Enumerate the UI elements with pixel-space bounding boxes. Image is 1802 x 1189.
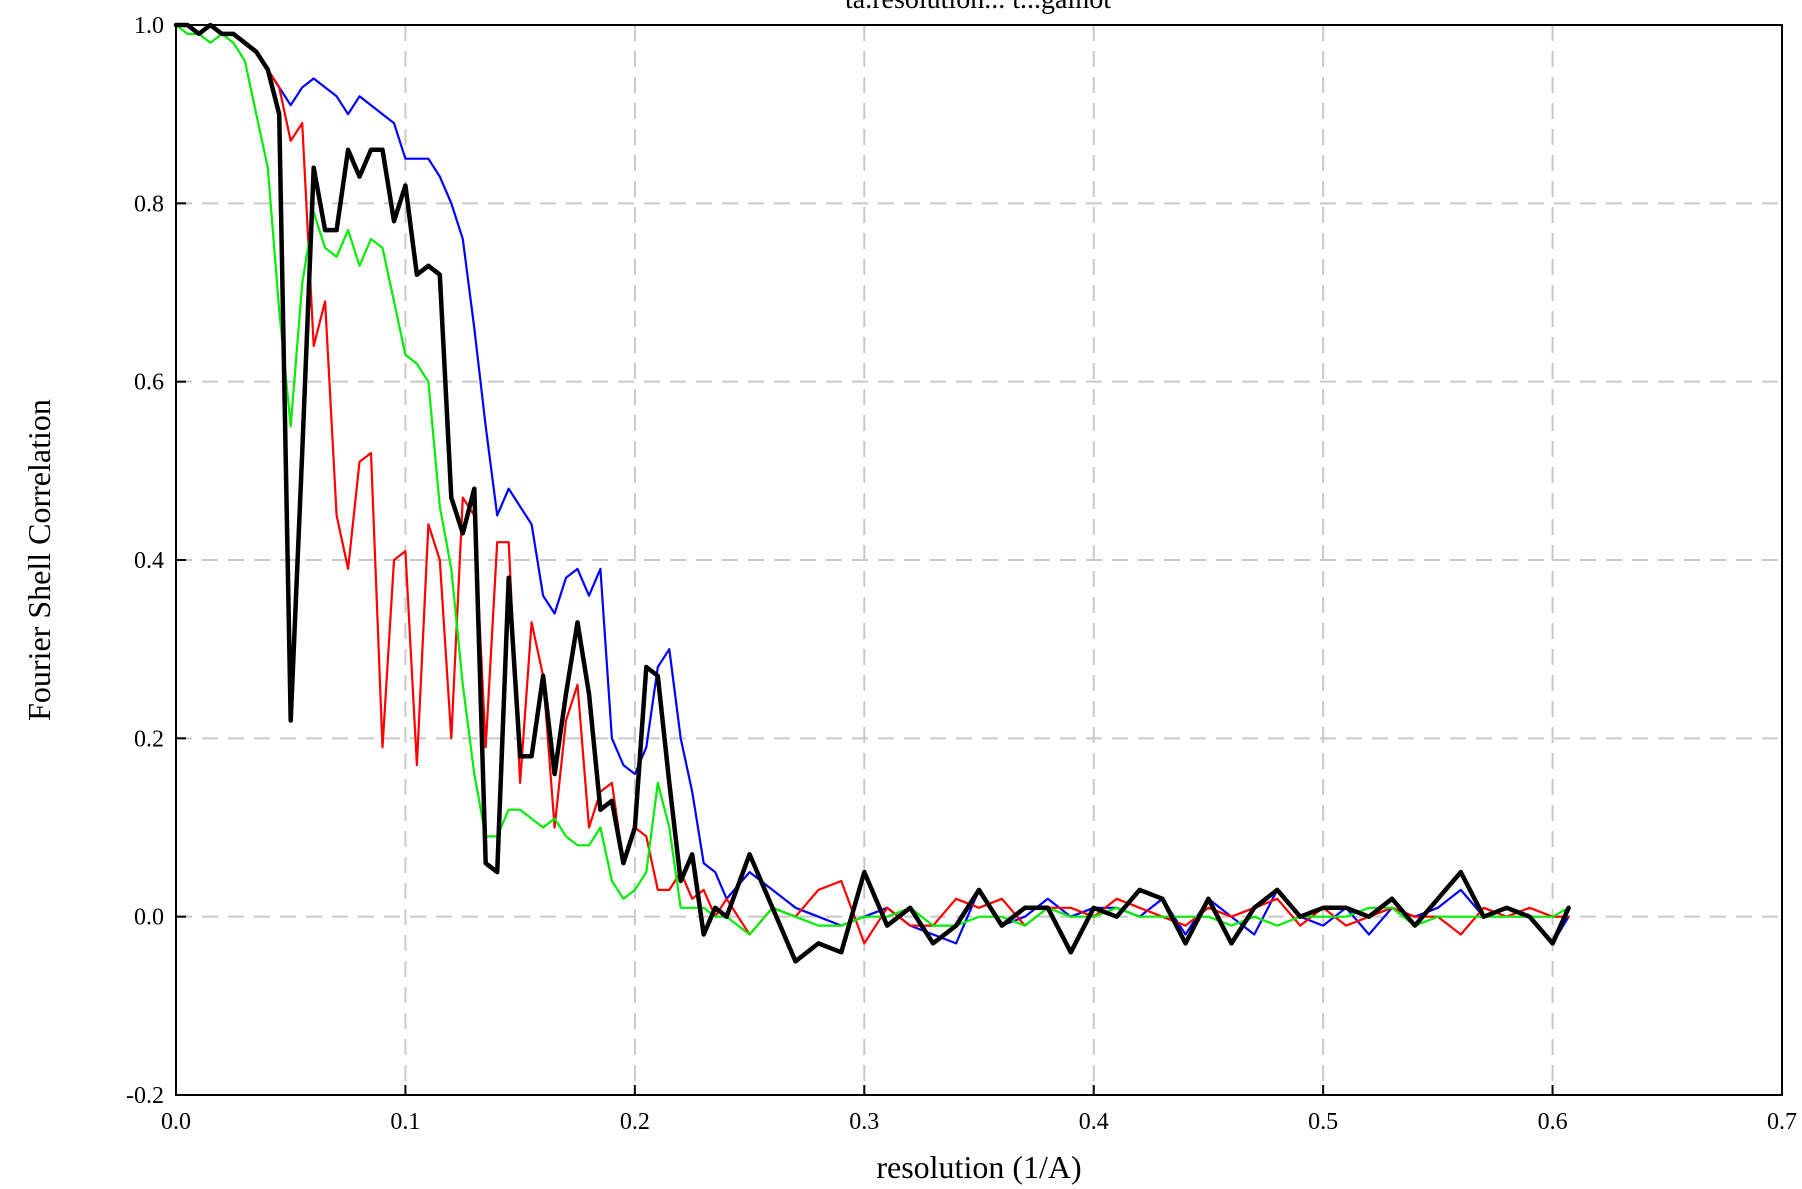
x-tick-label: 0.0 bbox=[161, 1109, 191, 1135]
series-line-0 bbox=[174, 23, 1570, 945]
x-tick-label: 0.3 bbox=[849, 1109, 879, 1135]
y-tick-label: 1.0 bbox=[134, 13, 164, 39]
x-tick-label: 0.5 bbox=[1308, 1109, 1338, 1135]
x-tick-label: 0.6 bbox=[1538, 1109, 1568, 1135]
x-tick-label: 0.7 bbox=[1767, 1109, 1797, 1135]
series-line-2 bbox=[174, 23, 1570, 936]
y-tick-label: -0.2 bbox=[126, 1083, 164, 1109]
x-axis-title: resolution (1/A) bbox=[876, 1149, 1081, 1185]
x-tick-label: 0.2 bbox=[620, 1109, 650, 1135]
chart-title: ta.resolution... t...galnot bbox=[845, 0, 1111, 15]
series-line-1 bbox=[174, 23, 1570, 945]
y-tick-label: 0.0 bbox=[134, 905, 164, 931]
y-tick-label: 0.2 bbox=[134, 726, 164, 752]
series-lines bbox=[173, 22, 1571, 964]
y-axis-title: Fourier Shell Correlation bbox=[21, 399, 57, 721]
y-tick-label: 0.4 bbox=[134, 548, 164, 574]
y-tick-label: 0.6 bbox=[134, 370, 164, 396]
axis-ticks: 0.0 0.1 0.2 0.3 0.4 0.5 0.6 0.7-0.20.00.20.40.6… bbox=[126, 13, 1797, 1135]
y-tick-label: 0.8 bbox=[134, 191, 164, 217]
x-tick-label: 0.1 bbox=[390, 1109, 420, 1135]
series-line-3 bbox=[173, 22, 1571, 964]
grid bbox=[176, 25, 1782, 1095]
x-tick-label: 0.4 bbox=[1079, 1109, 1109, 1135]
